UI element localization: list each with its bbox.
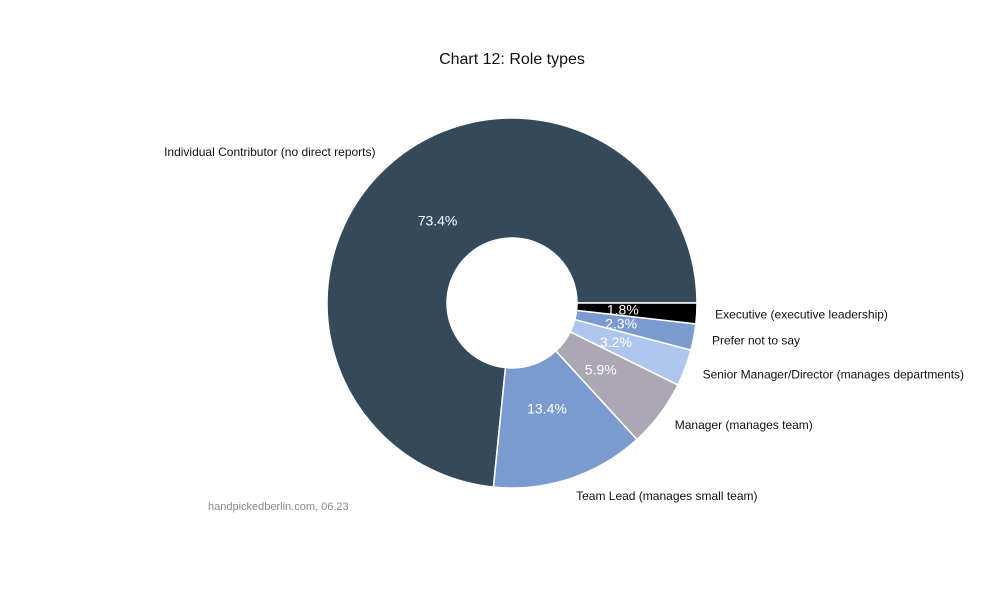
category-label: Manager (manages team)	[675, 418, 813, 432]
percent-label: 2.3%	[605, 315, 637, 331]
slice-5	[575, 302, 698, 325]
category-label: Individual Contributor (no direct report…	[164, 145, 375, 159]
slices	[326, 117, 698, 489]
category-label: Senior Manager/Director (manages departm…	[703, 367, 964, 381]
labels: 73.4% Individual Contributor (no direct r…	[164, 145, 964, 503]
percent-label: 13.4%	[527, 400, 567, 416]
percent-label: 73.4%	[418, 213, 458, 229]
percent-label: 1.8%	[607, 301, 639, 317]
chart-title: Chart 12: Role types	[439, 51, 585, 68]
category-label: Executive (executive leadership)	[715, 308, 888, 322]
slice-0	[326, 117, 698, 488]
category-label: Team Lead (manages small team)	[576, 489, 757, 503]
percent-label: 5.9%	[585, 362, 617, 378]
source-note: handpickedberlin.com, 06.23	[208, 501, 349, 513]
percent-label: 3.2%	[600, 334, 632, 350]
category-label: Prefer not to say	[712, 334, 800, 348]
slice-1	[492, 349, 638, 489]
